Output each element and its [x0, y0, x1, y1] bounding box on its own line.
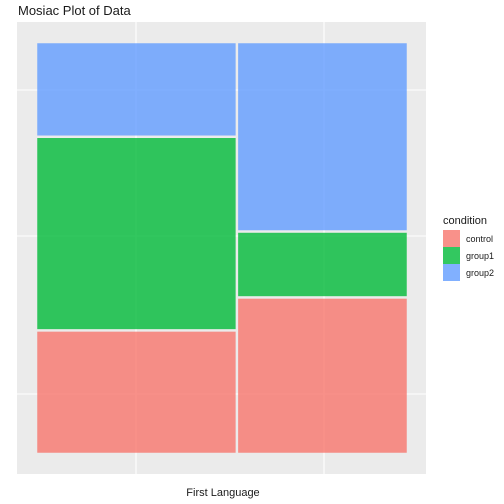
chart-title: Mosiac Plot of Data — [18, 3, 131, 18]
legend-key-group1 — [443, 247, 460, 264]
legend-title: condition — [443, 215, 487, 227]
tile-col2-control — [238, 298, 407, 453]
tile-col1-group1 — [37, 138, 236, 330]
legend-key-group2 — [443, 264, 460, 281]
legend-label-group2: group2 — [466, 268, 494, 278]
legend-key-control — [443, 230, 460, 247]
tile-col1-control — [37, 331, 236, 453]
tile-col2-group2 — [238, 43, 407, 231]
legend-label-group1: group1 — [466, 251, 494, 261]
x-axis-label: First Language — [186, 487, 259, 499]
legend: condition control group1 group2 — [443, 215, 494, 281]
legend-label-control: control — [466, 234, 493, 244]
tile-col2-group1 — [238, 232, 407, 297]
tile-col1-group2 — [37, 43, 236, 136]
mosaic-tiles — [37, 43, 407, 453]
